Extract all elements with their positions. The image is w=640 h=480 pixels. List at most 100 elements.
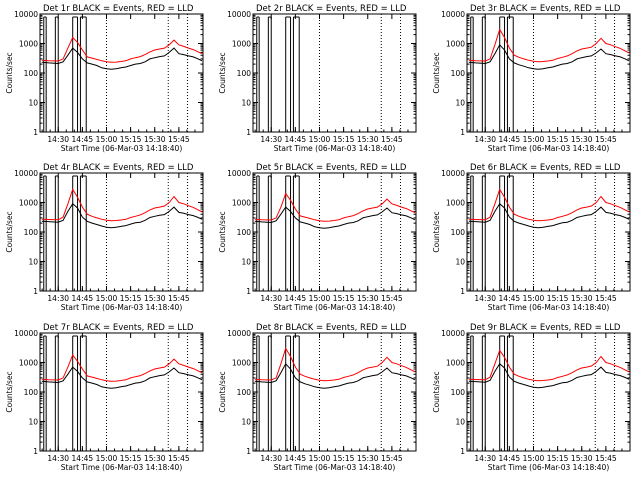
panel-title: Det 9r BLACK = Events, RED = LLD [470, 323, 621, 333]
plot-frame [252, 332, 417, 452]
x-tick-label: 15:15 [333, 294, 355, 303]
panel-det-2: Det 2r BLACK = Events, RED = LLD 1 10 100 10… [218, 4, 417, 153]
x-tick-label: 15:15 [120, 454, 142, 463]
x-axis-label: Start Time (06-Mar-03 14:18:40) [274, 303, 396, 312]
x-tick-label: 15:00 [309, 294, 331, 303]
x-axis-label: Start Time (06-Mar-03 14:18:40) [61, 303, 183, 312]
x-tick-label: 15:15 [120, 135, 142, 144]
plot-frame [252, 172, 417, 292]
series-lld [254, 192, 416, 222]
panel-det-7: Det 7r BLACK = Events, RED = LLD 1 10 100 10… [5, 323, 204, 472]
y-tick-label: 1000 [19, 199, 38, 208]
x-tick-label: 15:00 [96, 454, 118, 463]
x-tick-label: 15:45 [381, 294, 403, 303]
y-axis-label: Counts/sec [5, 371, 14, 412]
panel-det-6: Det 6r BLACK = Events, RED = LLD 1 10 100 10… [432, 163, 631, 312]
series-events [468, 203, 630, 229]
x-axis-label: Start Time (06-Mar-03 14:18:40) [61, 144, 183, 153]
panel-title: Det 8r BLACK = Events, RED = LLD [256, 323, 407, 333]
y-tick-label: 10 [28, 418, 38, 427]
y-tick-label: 10000 [14, 10, 38, 19]
y-tick-label: 1 [460, 287, 465, 296]
y-tick-label: 1000 [232, 359, 251, 368]
series-events [468, 43, 630, 70]
y-tick-label: 1000 [19, 359, 38, 368]
x-tick-label: 15:45 [381, 135, 403, 144]
y-tick-label: 100 [451, 228, 466, 237]
x-axis-label: Start Time (06-Mar-03 14:18:40) [488, 303, 610, 312]
y-tick-label: 100 [451, 69, 466, 78]
y-tick-label: 10000 [441, 329, 465, 338]
x-tick-label: 14:45 [285, 454, 307, 463]
y-tick-label: 1000 [446, 199, 465, 208]
panel-title: Det 4r BLACK = Events, RED = LLD [43, 163, 194, 173]
panel-det-9: Det 9r BLACK = Events, RED = LLD 1 10 100 10… [432, 323, 631, 472]
y-tick-label: 10000 [227, 169, 251, 178]
panel-title: Det 1r BLACK = Events, RED = LLD [43, 4, 194, 14]
y-tick-label: 1 [33, 287, 38, 296]
y-axis-label: Counts/sec [5, 211, 14, 252]
series-lld [41, 36, 203, 63]
series-lld [41, 353, 203, 382]
y-tick-label: 1000 [232, 199, 251, 208]
plot-frame [39, 332, 204, 452]
series-lld [468, 188, 630, 222]
y-tick-label: 1000 [446, 359, 465, 368]
panel-det-8: Det 8r BLACK = Events, RED = LLD 1 10 100 10… [218, 323, 417, 472]
x-tick-label: 15:45 [168, 135, 190, 144]
x-tick-label: 15:30 [144, 294, 166, 303]
series-lld [468, 28, 630, 63]
x-tick-label: 15:00 [309, 135, 331, 144]
x-tick-label: 15:45 [168, 294, 190, 303]
y-tick-label: 10 [455, 258, 465, 267]
plot-frame [466, 172, 631, 292]
x-tick-label: 14:30 [474, 294, 496, 303]
x-tick-label: 14:45 [499, 135, 521, 144]
x-tick-label: 15:00 [309, 454, 331, 463]
y-tick-label: 100 [237, 388, 252, 397]
x-tick-label: 14:30 [474, 135, 496, 144]
x-tick-label: 14:45 [72, 135, 94, 144]
y-tick-label: 1 [460, 128, 465, 137]
series-lld [41, 188, 203, 222]
x-tick-label: 14:30 [47, 454, 69, 463]
x-tick-label: 14:30 [260, 454, 282, 463]
y-tick-label: 1000 [446, 40, 465, 49]
series-events [254, 206, 416, 229]
y-tick-label: 100 [237, 69, 252, 78]
x-tick-label: 14:45 [72, 294, 94, 303]
series-lld [468, 349, 630, 382]
y-tick-label: 1 [246, 128, 251, 137]
y-tick-label: 10 [455, 418, 465, 427]
y-tick-label: 10000 [227, 10, 251, 19]
y-tick-label: 1000 [19, 40, 38, 49]
y-tick-label: 1 [33, 447, 38, 456]
panel-title: Det 7r BLACK = Events, RED = LLD [43, 323, 194, 333]
y-tick-label: 100 [24, 69, 39, 78]
y-tick-label: 10 [28, 258, 38, 267]
y-tick-label: 1 [246, 287, 251, 296]
y-tick-label: 10 [241, 99, 251, 108]
x-tick-label: 15:30 [571, 454, 593, 463]
x-tick-label: 15:30 [357, 135, 379, 144]
x-axis-label: Start Time (06-Mar-03 14:18:40) [274, 144, 396, 153]
x-tick-label: 14:45 [285, 294, 307, 303]
y-tick-label: 10000 [441, 169, 465, 178]
x-tick-label: 15:00 [96, 294, 118, 303]
x-tick-label: 14:45 [285, 135, 307, 144]
x-tick-label: 14:45 [499, 454, 521, 463]
panel-det-4: Det 4r BLACK = Events, RED = LLD 1 10 100 10… [5, 163, 204, 312]
x-tick-label: 15:00 [523, 454, 545, 463]
y-tick-label: 10000 [441, 10, 465, 19]
x-tick-label: 15:30 [144, 135, 166, 144]
y-tick-label: 1 [246, 447, 251, 456]
y-tick-label: 10 [455, 99, 465, 108]
y-axis-label: Counts/sec [432, 371, 441, 412]
series-lld [254, 347, 416, 382]
series-events [41, 366, 203, 389]
x-tick-label: 15:30 [357, 454, 379, 463]
plot-frame [252, 13, 417, 133]
x-tick-label: 14:30 [47, 135, 69, 144]
panel-title: Det 3r BLACK = Events, RED = LLD [470, 4, 621, 14]
